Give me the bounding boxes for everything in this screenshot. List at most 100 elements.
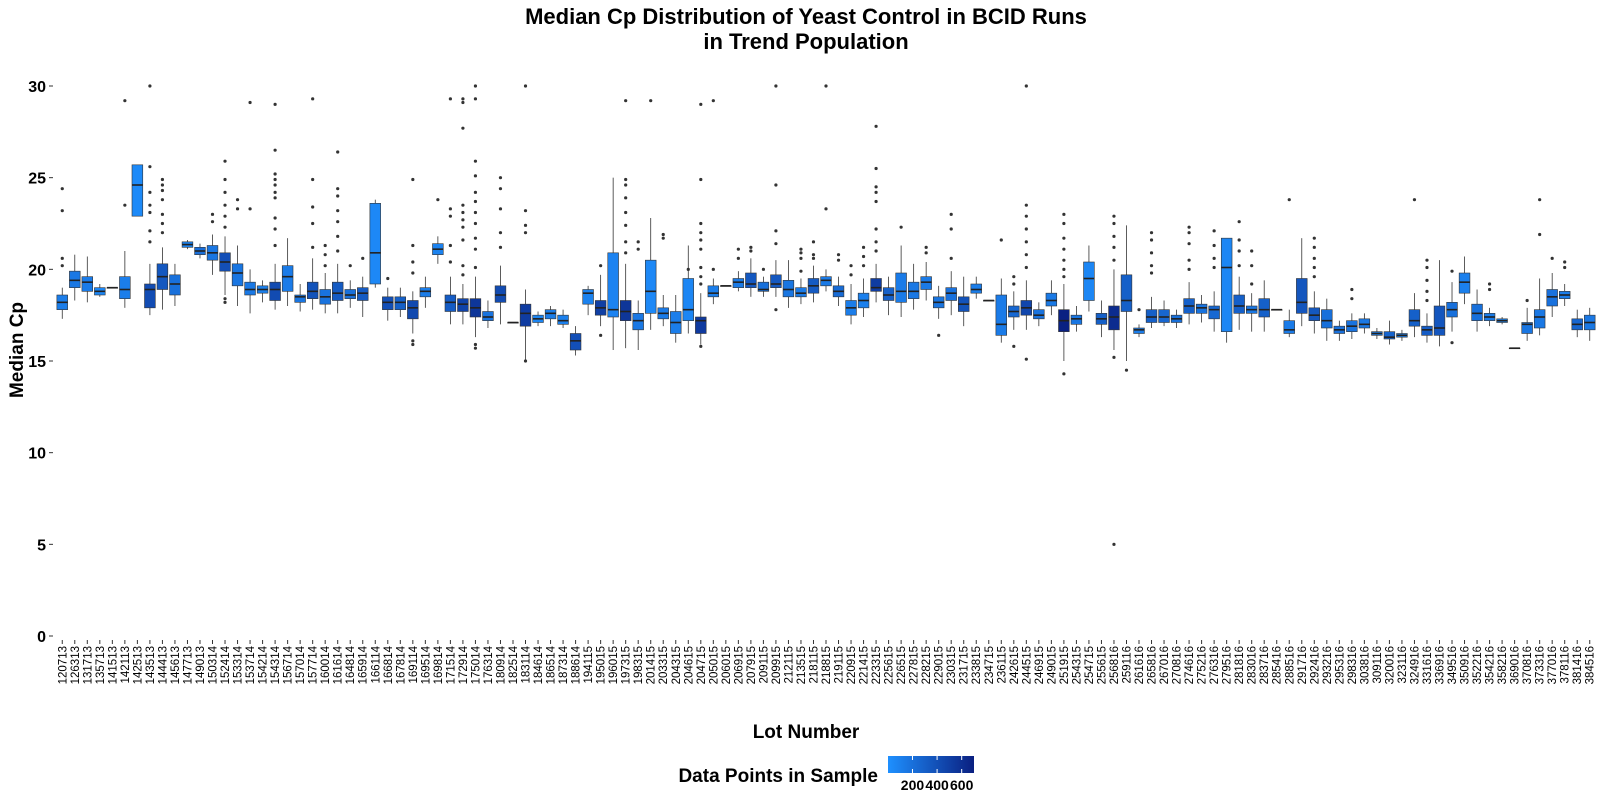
x-tick-label: 242615 xyxy=(1009,646,1021,684)
outlier-point xyxy=(1538,232,1542,237)
box-206915 xyxy=(732,247,745,292)
outlier-point xyxy=(811,240,816,244)
x-tick-label: 149013 xyxy=(195,646,207,684)
outlier-point xyxy=(1237,220,1241,224)
outlier-point xyxy=(411,260,415,264)
outlier-point xyxy=(336,209,340,213)
x-tick-label: 223315 xyxy=(871,646,883,684)
box-body xyxy=(1033,309,1045,320)
outlier-point xyxy=(411,339,415,343)
box-141513 xyxy=(106,286,119,289)
outlier-point xyxy=(861,245,866,249)
x-tick-label: 160014 xyxy=(320,645,332,684)
y-tick-label: 10 xyxy=(28,446,46,463)
outlier-point xyxy=(448,243,452,248)
box-body xyxy=(244,281,256,296)
outlier-point xyxy=(210,212,215,216)
box-144413 xyxy=(156,177,169,310)
box-384516 xyxy=(1584,307,1596,341)
outlier-point xyxy=(1425,289,1429,293)
x-tick-label: 183114 xyxy=(521,645,533,683)
box-149013 xyxy=(194,243,206,259)
x-tick-label: 186514 xyxy=(546,645,558,684)
box-198315 xyxy=(632,240,644,350)
outlier-point xyxy=(523,231,528,235)
outlier-point xyxy=(498,207,503,211)
outlier-point xyxy=(160,177,165,182)
x-tick-label: 154214 xyxy=(258,645,270,684)
x-tick-label: 147713 xyxy=(182,646,194,684)
box-body xyxy=(1308,307,1320,321)
outlier-point xyxy=(849,273,853,277)
box-276316 xyxy=(1208,229,1220,332)
outlier-point xyxy=(624,196,628,200)
box-body xyxy=(1321,309,1333,329)
outlier-point xyxy=(223,203,227,207)
box-187314 xyxy=(557,309,569,328)
x-tick-label: 303816 xyxy=(1359,646,1371,684)
x-tick-label: 213515 xyxy=(796,646,808,684)
outlier-point xyxy=(1287,198,1291,202)
outlier-point xyxy=(924,251,928,255)
box-283016 xyxy=(1246,249,1258,332)
box-165914 xyxy=(357,256,369,317)
outlier-point xyxy=(311,205,315,209)
x-tick-label: 283716 xyxy=(1259,646,1271,684)
box-283716 xyxy=(1258,280,1270,332)
outlier-point xyxy=(736,256,740,260)
outlier-point xyxy=(1425,298,1429,303)
outlier-point xyxy=(223,214,227,218)
x-tick-label: 256816 xyxy=(1109,646,1121,684)
box-body xyxy=(619,300,632,321)
outlier-point xyxy=(1250,264,1254,268)
outlier-point xyxy=(799,251,803,255)
outlier-point xyxy=(686,267,690,271)
outlier-point xyxy=(1062,212,1066,216)
box-180914 xyxy=(494,176,507,325)
box-body xyxy=(1145,309,1158,323)
outlier-point xyxy=(336,150,340,154)
outlier-point xyxy=(711,267,715,271)
x-tick-label: 298316 xyxy=(1347,646,1359,684)
outlier-point xyxy=(624,177,628,182)
outlier-point xyxy=(148,84,152,88)
outlier-point xyxy=(1149,264,1154,268)
box-body xyxy=(1383,331,1396,340)
outlier-point xyxy=(1237,238,1241,242)
box-body xyxy=(682,278,694,321)
outlier-point xyxy=(523,209,528,213)
box-body xyxy=(1408,309,1421,327)
y-tick-label: 30 xyxy=(28,79,46,96)
outlier-point xyxy=(1450,269,1454,273)
outlier-point xyxy=(1187,242,1191,246)
box-142113 xyxy=(119,99,131,308)
x-tick-label: 209115 xyxy=(758,646,770,684)
box-265816 xyxy=(1145,231,1158,328)
box-body xyxy=(332,281,344,301)
x-tick-label: 381416 xyxy=(1572,646,1584,684)
box-244515 xyxy=(1020,84,1033,361)
x-tick-label: 150314 xyxy=(208,645,220,684)
outlier-point xyxy=(1425,265,1429,270)
outlier-point xyxy=(1312,236,1316,240)
box-281816 xyxy=(1233,220,1245,330)
outlier-point xyxy=(1024,214,1028,218)
outlier-point xyxy=(273,216,277,220)
outlier-point xyxy=(60,209,64,213)
box-body xyxy=(732,278,745,288)
box-body xyxy=(920,276,932,290)
outlier-point xyxy=(148,203,152,207)
x-tick-label: 244515 xyxy=(1021,646,1033,684)
box-176314 xyxy=(482,300,494,328)
outlier-point xyxy=(1187,225,1191,229)
box-309116 xyxy=(1371,328,1383,339)
outlier-point xyxy=(774,242,778,246)
box-body xyxy=(995,294,1007,336)
box-161614 xyxy=(332,150,344,314)
outlier-point xyxy=(223,190,227,194)
x-tick-label: 157714 xyxy=(308,645,320,684)
x-tick-label: 166814 xyxy=(383,645,395,684)
outlier-point xyxy=(273,183,277,187)
box-body xyxy=(970,283,982,294)
box-320016 xyxy=(1383,320,1396,345)
